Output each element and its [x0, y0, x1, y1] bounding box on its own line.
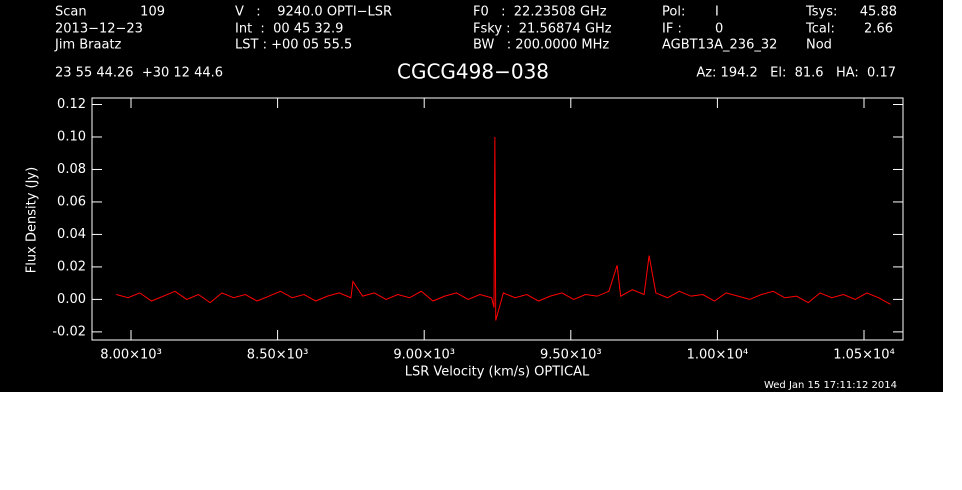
header-text: Jim Braatz	[54, 38, 122, 53]
x-tick-label: 8.00×10³	[100, 348, 162, 363]
x-tick-label: 1.05×10⁴	[833, 348, 895, 363]
plot-background	[0, 0, 943, 392]
y-tick-label: 0.08	[57, 162, 86, 177]
header-text: Pol:	[662, 5, 685, 20]
header-text: Tcal:	[805, 22, 835, 37]
x-axis-label: LSR Velocity (km/s) OPTICAL	[405, 365, 590, 380]
x-tick-label: 1.00×10⁴	[687, 348, 749, 363]
header-text: Fsky : 21.56874 GHz	[473, 22, 612, 37]
spectrum-line	[116, 136, 891, 321]
header-text: Int : 00 45 32.9	[235, 22, 343, 37]
header-text: 109	[140, 5, 165, 20]
header-text: 2013−12−23	[55, 22, 143, 37]
header-text: Tsys:	[805, 5, 837, 20]
y-tick-label: 0.02	[57, 259, 86, 274]
header-text: LST : +00 05 55.5	[235, 38, 352, 53]
y-tick-label: -0.02	[52, 324, 86, 339]
header-text: 2.66	[864, 22, 893, 37]
chart-title: CGCG498−038	[397, 60, 549, 84]
y-tick-label: 0.06	[57, 194, 86, 209]
header-text: V : 9240.0 OPTI−LSR	[235, 5, 392, 20]
header-text: BW : 200.0000 MHz	[473, 38, 609, 53]
y-axis-label: Flux Density (Jy)	[25, 167, 40, 273]
header-text: IF :	[662, 22, 682, 37]
y-tick-label: 0.00	[57, 292, 86, 307]
x-tick-label: 9.00×10³	[393, 348, 455, 363]
header-text: Nod	[806, 38, 832, 53]
timestamp: Wed Jan 15 17:11:12 2014	[764, 380, 897, 391]
header-text: 0	[715, 22, 723, 37]
y-tick-label: 0.12	[57, 97, 86, 112]
header-text: F0 : 22.23508 GHz	[473, 5, 607, 20]
header-text: 23 55 44.26 +30 12 44.6	[55, 66, 223, 81]
header-text: AGBT13A_236_32	[662, 38, 777, 53]
plot-frame	[91, 97, 904, 341]
y-tick-label: 0.10	[57, 129, 86, 144]
header-text: Az: 194.2 El: 81.6 HA: 0.17	[696, 66, 896, 81]
x-tick-label: 8.50×10³	[247, 348, 309, 363]
y-tick-label: 0.04	[57, 227, 86, 242]
header-text: Scan	[55, 5, 87, 20]
header-text: 45.88	[860, 5, 897, 20]
header-text: I	[715, 5, 719, 20]
x-tick-label: 9.50×10³	[540, 348, 602, 363]
